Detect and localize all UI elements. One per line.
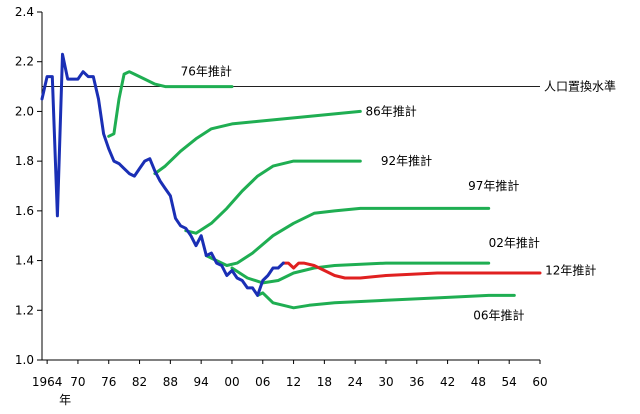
x-tick-label: 18 (317, 375, 332, 389)
x-tick-label: 54 (502, 375, 517, 389)
projection-line-3 (184, 159, 362, 235)
y-tick-label: 1.4 (15, 254, 34, 268)
series-label-6: 06年推計 (473, 307, 524, 322)
y-tick-label: 1.2 (15, 303, 34, 317)
y-tick-label: 2.2 (15, 55, 34, 69)
projection-line-5 (230, 261, 491, 285)
series-label-1: 76年推計 (181, 64, 232, 79)
y-tick-label: 1.0 (15, 353, 34, 367)
series-label-2: 86年推計 (365, 103, 416, 118)
x-tick-label: 48 (471, 375, 486, 389)
y-tick-label: 1.6 (15, 204, 34, 218)
x-tick-label: 76 (101, 375, 116, 389)
x-tick-label: 00 (224, 375, 239, 389)
series-label-7: 12年推計 (545, 263, 596, 278)
y-tick-label: 2.4 (15, 5, 34, 19)
series-label-3: 92年推計 (381, 153, 432, 168)
x-tick-label: 70 (70, 375, 85, 389)
x-tick-label: 60 (532, 375, 547, 389)
projection-line-1 (107, 70, 234, 138)
x-tick-label: 24 (348, 375, 363, 389)
projection-line-2 (153, 109, 362, 176)
projection-line-4 (204, 206, 491, 267)
x-tick-label: 36 (409, 375, 424, 389)
x-tick-label: 30 (378, 375, 393, 389)
x-axis-label: 年 (59, 393, 71, 407)
y-tick-label: 2.0 (15, 104, 34, 118)
x-tick-label: 82 (132, 375, 147, 389)
x-tick-label: 94 (194, 375, 209, 389)
x-tick-label: 42 (440, 375, 455, 389)
x-tick-label: 12 (286, 375, 301, 389)
y-tick-label: 1.8 (15, 154, 34, 168)
series-label-4: 97年推計 (468, 178, 519, 193)
projection-line-7 (281, 261, 542, 280)
x-tick-label: 06 (255, 375, 270, 389)
actual-tfr-line (40, 52, 285, 297)
x-tick-label: 88 (163, 375, 178, 389)
projection-line-6 (256, 291, 516, 310)
x-tick-label: 1964 (32, 375, 63, 389)
series-label-5: 02年推計 (489, 235, 540, 250)
replacement-level-label: 人口置換水準 (544, 79, 616, 94)
